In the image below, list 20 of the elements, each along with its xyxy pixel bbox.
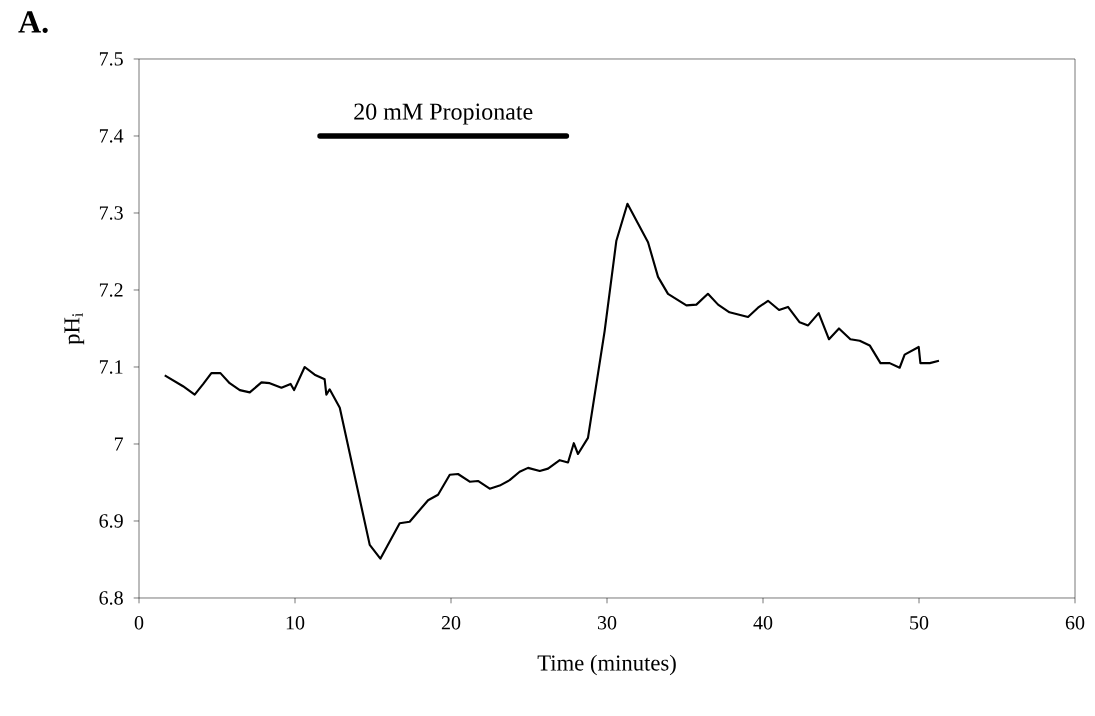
y-tick-label: 7.5 [99,52,123,66]
y-tick-label: 7.4 [99,129,124,143]
x-axis-title: Time (minutes) [537,654,676,676]
x-tick-label: 0 [134,616,144,630]
y-tick-label: 7 [114,437,124,451]
y-tick-label: 6.8 [99,591,123,605]
text: A. [18,11,48,33]
y-tick-label: 7.2 [99,283,123,297]
x-tick-label: 60 [1065,616,1085,630]
x-tick-label: 10 [286,616,305,630]
x-tick-label: 20 [441,616,461,630]
y-tick-label: 7.3 [99,206,123,220]
series-label: 20 mM Propionate [354,103,533,125]
y-axis-title: pH$_{i}$ [64,313,85,345]
x-tick-label: 50 [910,616,929,630]
y-tick-label: 7.1 [99,360,123,374]
x-tick-label: 40 [753,616,773,630]
line-series [163,202,941,560]
y-tick-label: 6.9 [99,514,123,528]
x-tick-label: 30 [597,616,617,630]
